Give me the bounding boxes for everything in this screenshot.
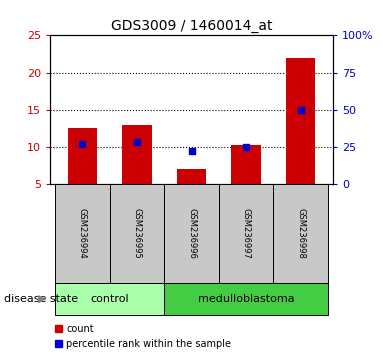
- Point: [188, 149, 195, 154]
- Bar: [55, 184, 110, 283]
- Bar: [219, 184, 273, 283]
- Text: ▶: ▶: [38, 294, 46, 304]
- Point: [298, 107, 304, 113]
- Text: GSM236997: GSM236997: [242, 208, 250, 259]
- Bar: [177, 169, 206, 184]
- Text: medulloblastoma: medulloblastoma: [198, 294, 294, 304]
- Bar: [273, 184, 328, 283]
- Bar: [164, 184, 219, 283]
- Point: [243, 144, 249, 150]
- Text: GSM236994: GSM236994: [78, 208, 87, 259]
- Bar: [122, 125, 152, 184]
- Title: GDS3009 / 1460014_at: GDS3009 / 1460014_at: [111, 19, 272, 33]
- Bar: [285, 58, 316, 184]
- Text: control: control: [90, 294, 129, 304]
- Bar: [55, 283, 164, 315]
- Point: [134, 139, 140, 144]
- Bar: [164, 283, 328, 315]
- Bar: [67, 128, 98, 184]
- Legend: count, percentile rank within the sample: count, percentile rank within the sample: [55, 324, 231, 349]
- Text: GSM236996: GSM236996: [187, 208, 196, 259]
- Bar: [231, 145, 261, 184]
- Bar: [110, 184, 164, 283]
- Text: disease state: disease state: [4, 294, 78, 304]
- Text: GSM236998: GSM236998: [296, 208, 305, 259]
- Text: GSM236995: GSM236995: [133, 208, 141, 259]
- Point: [79, 141, 85, 147]
